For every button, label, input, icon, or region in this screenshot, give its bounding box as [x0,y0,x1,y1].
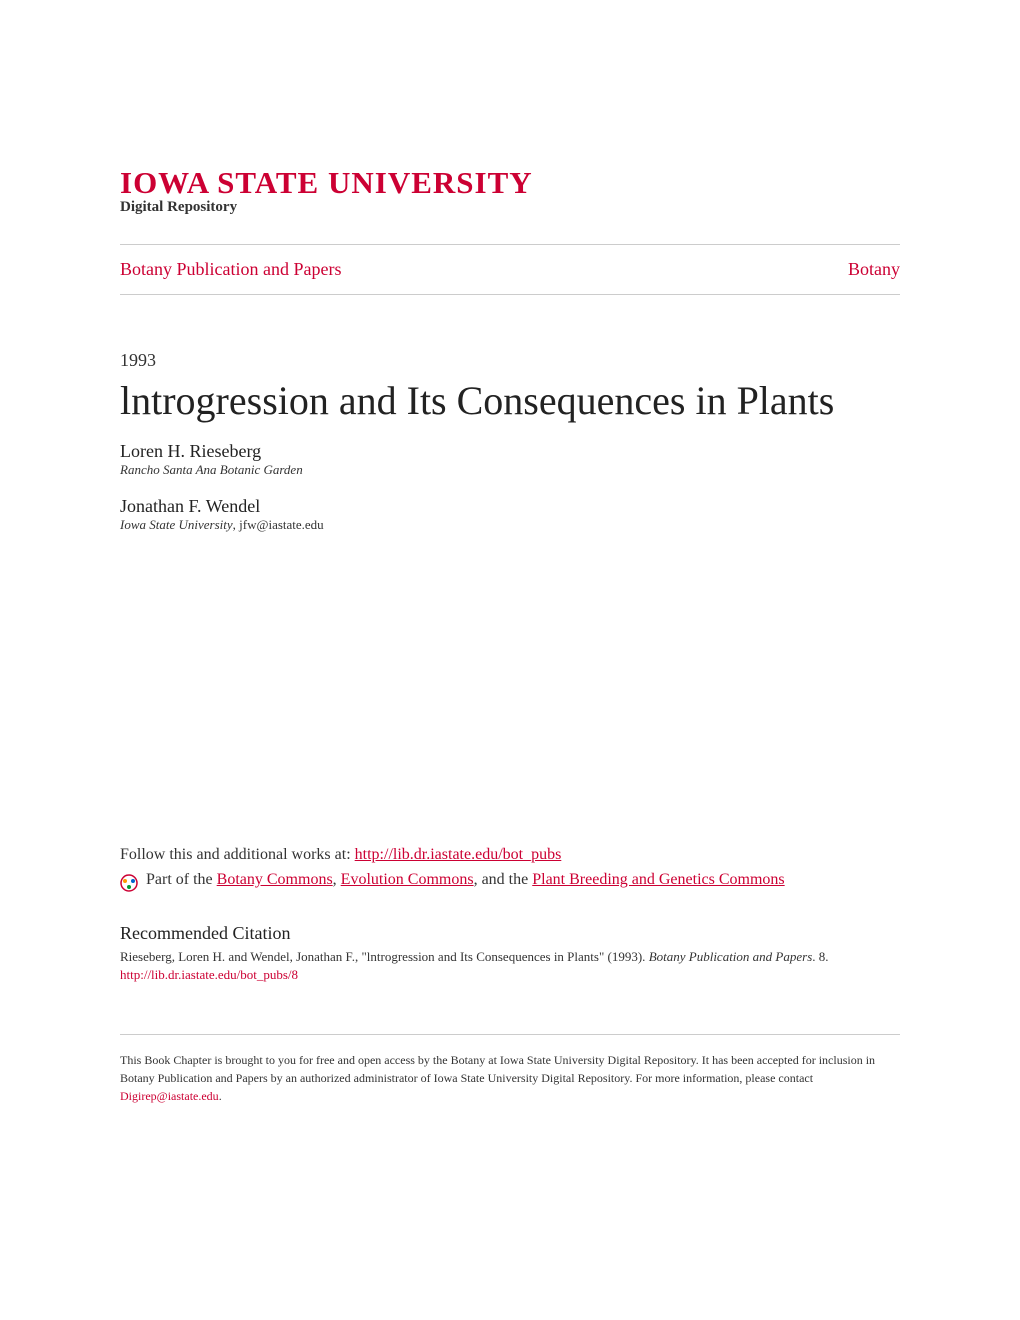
author-affiliation: Iowa State University, jfw@iastate.edu [120,517,900,533]
university-name: IOWA STATE UNIVERSITY [120,165,900,201]
separator: , [333,871,341,888]
paper-title: lntrogression and Its Consequences in Pl… [120,379,900,423]
network-icon [120,874,138,892]
commons-link-plant-breeding[interactable]: Plant Breeding and Genetics Commons [532,871,784,888]
footer-body: This Book Chapter is brought to you for … [120,1053,875,1085]
repository-subtitle: Digital Repository [120,199,900,216]
separator: , and the [474,871,533,888]
commons-link-evolution[interactable]: Evolution Commons [341,871,474,888]
nav-bar: Botany Publication and Papers Botany [120,244,900,295]
follow-works-link[interactable]: http://lib.dr.iastate.edu/bot_pubs [355,846,562,863]
citation-text-part2: . 8. [812,949,828,964]
affiliation-text: Rancho Santa Ana Botanic Garden [120,462,303,477]
commons-link-botany[interactable]: Botany Commons [217,871,333,888]
publication-year: 1993 [120,350,900,371]
follow-prefix: Follow this and additional works at: [120,846,355,863]
citation-section: Recommended Citation Rieseberg, Loren H.… [120,923,900,984]
follow-line: Follow this and additional works at: htt… [120,843,900,867]
commons-line: Part of the Botany Commons, Evolution Co… [120,867,900,893]
author-block-1: Loren H. Rieseberg Rancho Santa Ana Bota… [120,441,900,478]
author-block-2: Jonathan F. Wendel Iowa State University… [120,496,900,533]
nav-link-department[interactable]: Botany [848,259,900,280]
footer-period: . [219,1089,222,1103]
author-name: Loren H. Rieseberg [120,441,900,462]
author-email: , jfw@iastate.edu [233,517,324,532]
citation-text: Rieseberg, Loren H. and Wendel, Jonathan… [120,948,900,966]
citation-text-part1: Rieseberg, Loren H. and Wendel, Jonathan… [120,949,649,964]
footer-email-link[interactable]: Digirep@iastate.edu [120,1089,219,1103]
nav-link-collection[interactable]: Botany Publication and Papers [120,259,341,280]
citation-heading: Recommended Citation [120,923,900,944]
university-logo: IOWA STATE UNIVERSITY Digital Repository [120,165,900,216]
page-container: IOWA STATE UNIVERSITY Digital Repository… [0,0,1020,1165]
citation-link[interactable]: http://lib.dr.iastate.edu/bot_pubs/8 [120,967,298,982]
part-of-prefix: Part of the [146,871,217,888]
author-affiliation: Rancho Santa Ana Botanic Garden [120,462,900,478]
affiliation-text: Iowa State University [120,517,233,532]
follow-section: Follow this and additional works at: htt… [120,843,900,893]
footer-section: This Book Chapter is brought to you for … [120,1034,900,1105]
author-name: Jonathan F. Wendel [120,496,900,517]
citation-series: Botany Publication and Papers [649,949,813,964]
footer-text: This Book Chapter is brought to you for … [120,1051,900,1105]
